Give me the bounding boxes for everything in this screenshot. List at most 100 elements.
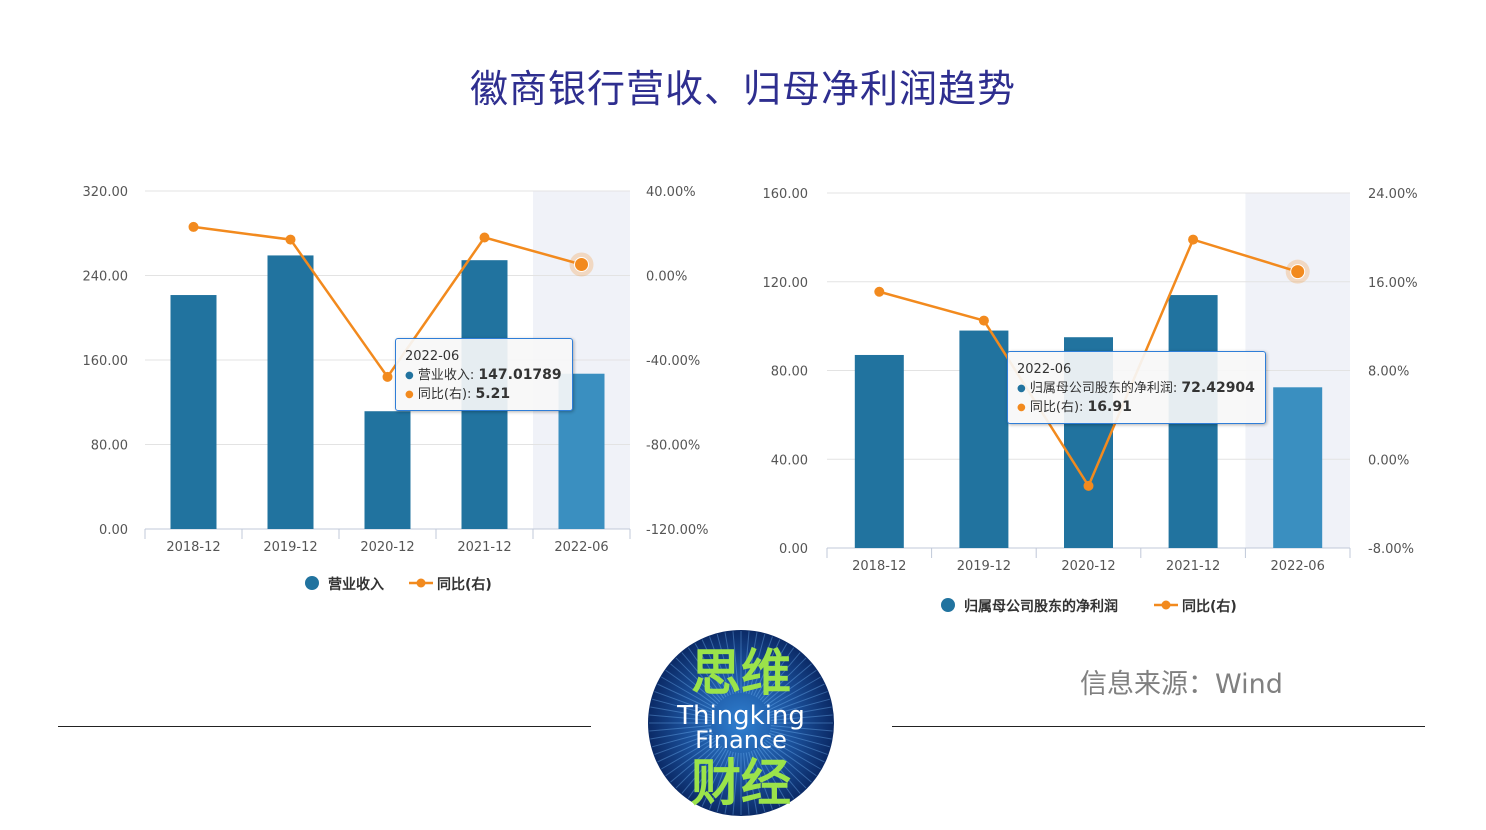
logo-ray	[716, 751, 734, 812]
logo-ray	[753, 639, 781, 697]
logo-ray	[650, 727, 712, 740]
logo-ray	[681, 745, 723, 794]
category-label: 2020-12	[360, 540, 414, 555]
logo-ray	[748, 751, 766, 812]
logo-ray	[649, 725, 712, 732]
thinking-finance-logo: 思维 Thingking Finance 财经	[648, 630, 834, 816]
logo-ray	[763, 741, 812, 783]
logo-ray	[755, 643, 788, 698]
line-point	[188, 221, 199, 232]
bullet-icon: ●	[405, 370, 414, 381]
logo-ray	[675, 743, 721, 789]
category-label: 2021-12	[1166, 559, 1220, 574]
divider-left	[58, 726, 591, 727]
logo-ray	[767, 735, 825, 763]
tooltip-value: 16.91	[1087, 399, 1132, 415]
logo-ray	[665, 669, 717, 707]
left-tick-label: 40.00	[771, 453, 808, 468]
logo-ray	[759, 745, 801, 794]
left-tick-label: 80.00	[91, 439, 128, 454]
tooltip-label: 归属母公司股东的净利润	[1029, 381, 1173, 396]
net-profit-tooltip: 2022-06 ● 归属母公司股东的净利润: 72.42904 ● 同比(右):…	[1007, 351, 1266, 424]
legend-label: 营业收入	[328, 576, 384, 593]
right-tick-label: 16.00%	[1368, 276, 1418, 291]
bar	[1273, 387, 1323, 548]
logo-ray	[716, 634, 734, 695]
tooltip-value: 72.42904	[1181, 380, 1255, 396]
legend-bar-icon	[941, 598, 955, 612]
logo-ray	[732, 631, 739, 694]
right-tick-label: 40.00%	[646, 185, 696, 200]
line-point	[479, 232, 490, 243]
logo-ray	[759, 652, 801, 701]
logo-ray	[765, 739, 817, 777]
logo-ray	[661, 676, 716, 709]
legend-label: 同比(右)	[1182, 598, 1237, 615]
left-tick-label: 160.00	[83, 354, 129, 369]
left-tick-label: 240.00	[83, 270, 129, 285]
tooltip-value: 5.21	[475, 386, 511, 402]
bullet-icon: ●	[1017, 383, 1026, 394]
logo-ray	[652, 730, 713, 748]
logo-ray	[709, 751, 732, 810]
line-point	[285, 234, 296, 245]
line-point	[1083, 480, 1094, 491]
logo-ray	[757, 747, 795, 799]
category-label: 2018-12	[852, 559, 906, 574]
bar	[170, 295, 217, 529]
logo-ray	[687, 747, 725, 799]
logo-ray	[748, 634, 766, 695]
logo-ray	[701, 749, 729, 807]
right-tick-label: 8.00%	[1368, 365, 1409, 380]
tooltip-label: 营业收入	[417, 368, 470, 383]
logo-en-line2: Finance	[695, 726, 787, 754]
bar	[364, 411, 411, 529]
tooltip-label: 同比(右)	[417, 387, 468, 402]
logo-ray	[770, 727, 832, 740]
left-tick-label: 0.00	[779, 542, 808, 557]
logo-ray	[743, 752, 750, 815]
page-title: 徽商银行营收、归母净利润趋势	[469, 67, 1016, 111]
category-label: 2018-12	[166, 540, 220, 555]
category-label: 2019-12	[957, 559, 1011, 574]
logo-ray	[681, 652, 723, 701]
left-tick-label: 120.00	[763, 276, 809, 291]
logo-ray	[750, 636, 773, 695]
logo-ray	[657, 683, 715, 711]
right-tick-label: 0.00%	[1368, 453, 1409, 468]
logo-ray	[675, 657, 721, 703]
tooltip-label: 同比(右)	[1029, 400, 1080, 415]
logo-ray	[701, 639, 729, 697]
legend-line-marker	[1161, 600, 1171, 610]
logo-ray	[755, 748, 788, 803]
logo-cn-top: 思维	[691, 644, 791, 702]
logo-ray	[687, 647, 725, 699]
logo-cn-bottom: 财经	[691, 754, 791, 812]
logo-ray	[763, 663, 812, 705]
line-point	[874, 286, 885, 297]
logo-ray	[709, 636, 732, 695]
logo-ray	[767, 683, 825, 711]
category-label: 2022-06	[1271, 559, 1325, 574]
bullet-icon: ●	[405, 389, 414, 400]
logo-ray	[732, 752, 739, 815]
category-label: 2021-12	[457, 540, 511, 555]
left-tick-label: 0.00	[99, 523, 128, 538]
logo-ray	[769, 698, 830, 716]
logo-ray	[769, 691, 828, 714]
logo-ray	[766, 676, 821, 709]
logo-ray	[761, 743, 807, 789]
logo-ray	[769, 730, 830, 748]
divider-right	[892, 726, 1425, 727]
left-tick-label: 80.00	[771, 365, 808, 380]
logo-ray	[694, 643, 727, 698]
logo-ray	[654, 732, 713, 755]
logo-ray	[694, 748, 727, 803]
logo-ray	[753, 749, 781, 807]
legend-line-marker	[416, 578, 426, 588]
logo-ray	[745, 752, 758, 814]
revenue-tooltip: 2022-06 ● 营业收入: 147.01789 ● 同比(右): 5.21	[395, 338, 573, 411]
logo-ray	[757, 647, 795, 699]
logo-ray	[665, 739, 717, 777]
logo-ray	[761, 657, 807, 703]
